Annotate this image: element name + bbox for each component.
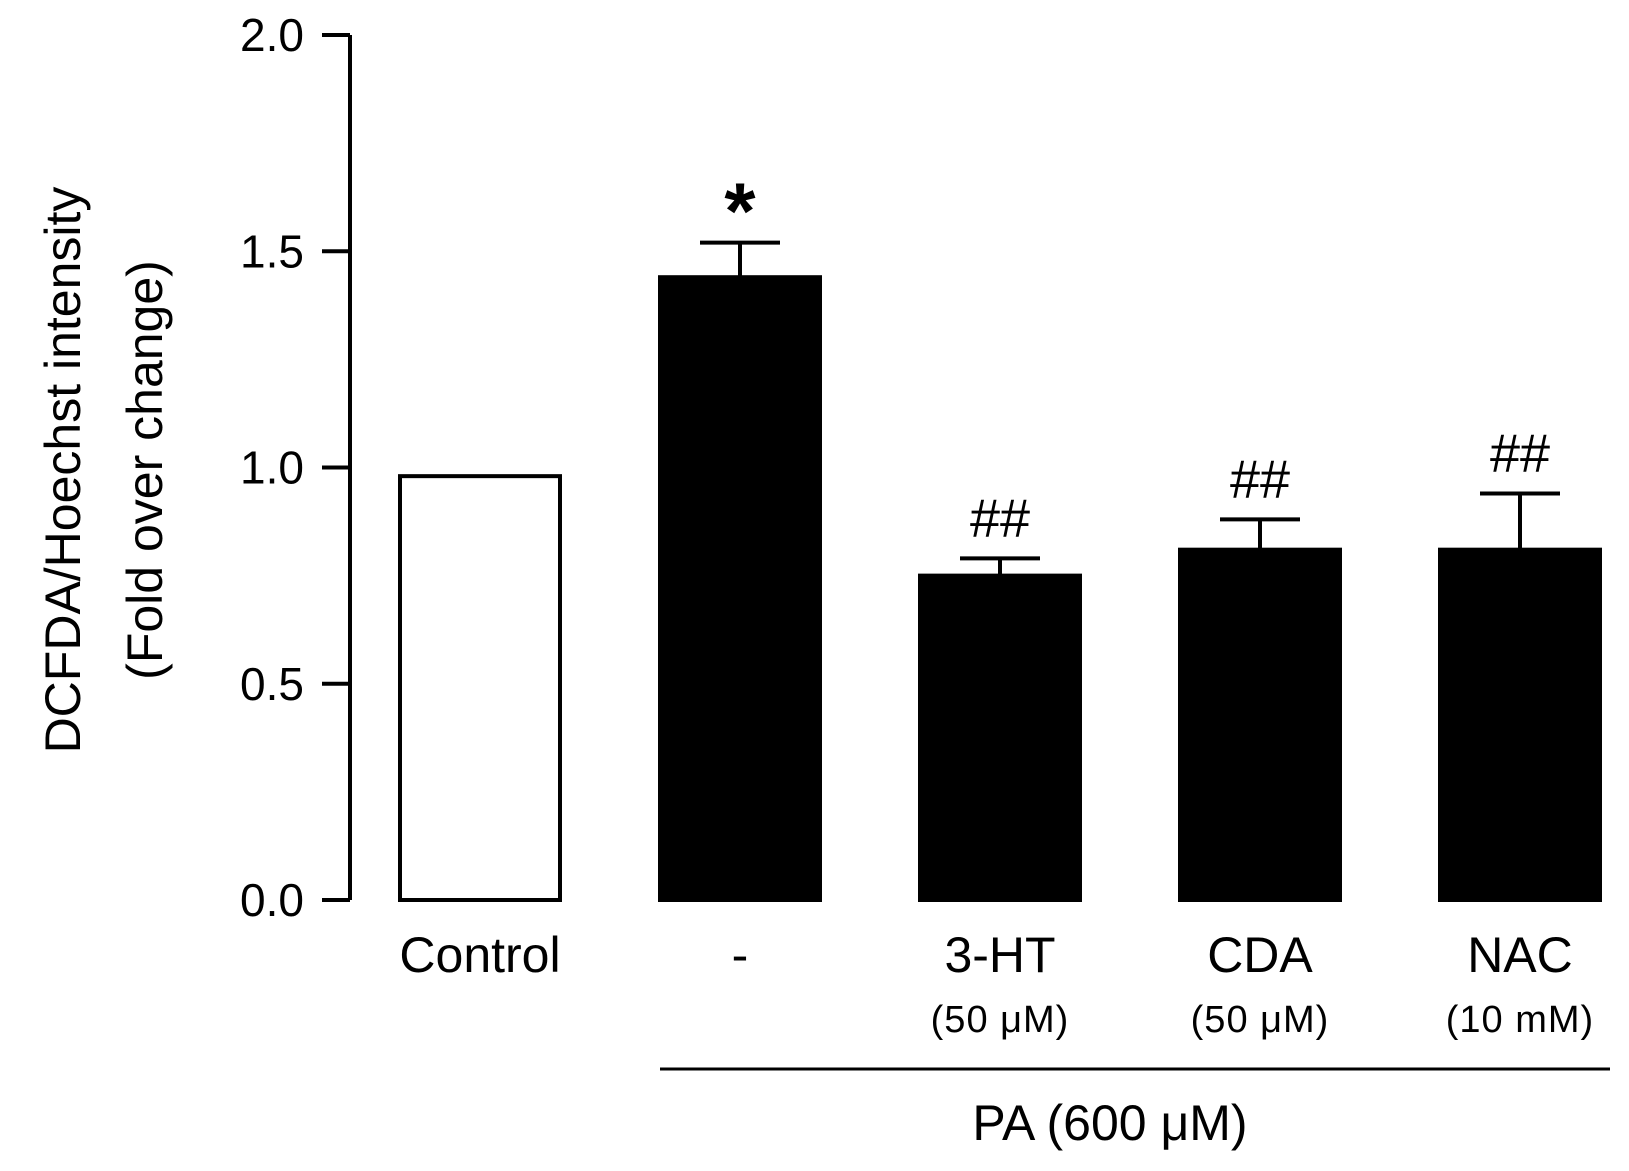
bar-nac xyxy=(1438,547,1602,902)
category-label: CDA xyxy=(1207,927,1313,983)
bar-control xyxy=(398,474,562,902)
category-label: - xyxy=(732,927,749,983)
bar-cda xyxy=(1178,547,1342,902)
category-labels: Control - 3-HT (50 μM) CDA (50 μM) NAC (10 mM) xyxy=(399,927,1594,1041)
category-label: NAC xyxy=(1467,927,1573,983)
error-bars xyxy=(700,240,1560,576)
bar-3ht xyxy=(918,573,1082,902)
category-sublabel: (50 μM) xyxy=(931,999,1070,1041)
significance-hash: ## xyxy=(970,488,1030,548)
group-label: PA (600 μM) xyxy=(972,1095,1247,1151)
category-sublabel: (50 μM) xyxy=(1191,999,1330,1041)
y-tick-label: 0.0 xyxy=(240,874,304,926)
significance-markers: * ## ## ## xyxy=(724,167,1550,549)
y-tick-label: 1.0 xyxy=(240,442,304,494)
y-axis-title: DCFDA/Hoechst intensity (Fold over chang… xyxy=(35,187,173,754)
category-sublabel: (10 mM) xyxy=(1446,999,1594,1041)
significance-hash: ## xyxy=(1230,449,1290,509)
y-tick-label: 1.5 xyxy=(240,225,304,277)
y-tick-label: 0.5 xyxy=(240,658,304,710)
bar-pa-only xyxy=(658,275,822,902)
bars xyxy=(398,275,1602,902)
category-label: Control xyxy=(399,927,560,983)
significance-star: * xyxy=(724,167,756,256)
y-tick-label: 2.0 xyxy=(240,9,304,61)
y-axis-title-line-2: (Fold over change) xyxy=(117,260,173,680)
category-label: 3-HT xyxy=(944,927,1055,983)
y-axis-ticks: 0.0 0.5 1.0 1.5 2.0 xyxy=(240,9,350,926)
y-axis-title-line-1: DCFDA/Hoechst intensity xyxy=(35,187,91,754)
significance-hash: ## xyxy=(1490,423,1550,483)
